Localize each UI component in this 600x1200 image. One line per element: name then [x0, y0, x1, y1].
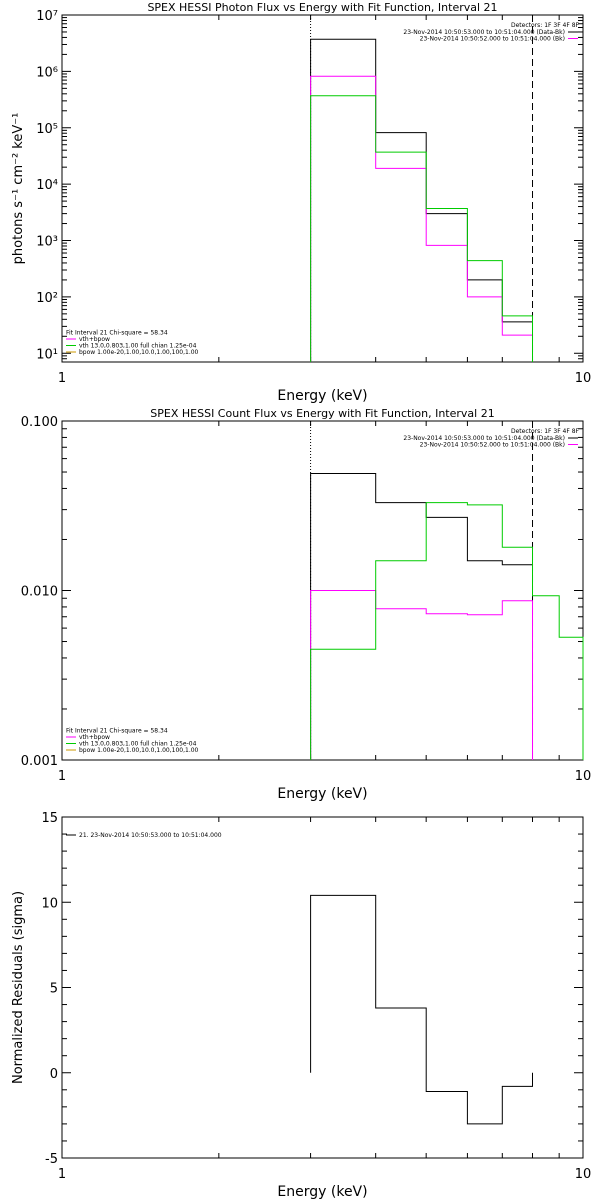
x-axis-label: Energy (keV): [277, 1184, 367, 1200]
legend-entry: vth 13.0,0.803,1.00 full chian 1.25e-04: [79, 741, 197, 748]
histogram-series-1: [310, 894, 533, 1125]
y-tick-label: 0.100: [21, 415, 58, 430]
y-tick-label: 0.001: [21, 754, 58, 769]
x-tick-label: 1: [58, 371, 66, 386]
x-tick-label: 1: [58, 1167, 66, 1182]
y-tick-label: 10⁶: [36, 65, 58, 80]
legend-entry: bpow 1.00e-20,1.00,10.0,1.00,100,1.00: [79, 349, 199, 356]
legend-entry: bpow 1.00e-20,1.00,10.0,1.00,100,1.00: [79, 747, 199, 754]
y-axis-label: Normalized Residuals (sigma): [11, 891, 26, 1084]
histogram-series-3: [310, 502, 584, 760]
y-axis-label: photons s⁻¹ cm⁻² keV⁻¹: [11, 113, 26, 265]
x-axis-label: Energy (keV): [277, 786, 367, 802]
legend-entry: vth 13.0,0.803,1.00 full chian 1.25e-04: [79, 343, 197, 350]
y-tick-label: 10²: [36, 291, 58, 306]
legend-entry: 21. 23-Nov-2014 10:50:53.000 to 10:51:04…: [79, 832, 222, 839]
chart-title: SPEX HESSI Count Flux vs Energy with Fit…: [150, 407, 494, 420]
y-tick-label: 5: [50, 982, 58, 997]
legend-entry: 23-Nov-2014 10:50:52.000 to 10:51:04.000…: [420, 442, 565, 449]
legend-header: Detectors: 1F 3F 4F 8F: [511, 428, 580, 435]
histogram-series-3: [310, 95, 533, 362]
legend-header: Fit Interval 21 Chi-square = 58.34: [66, 330, 168, 337]
x-tick-label: 10: [575, 371, 592, 386]
histogram-series-1: [310, 473, 533, 760]
legend-entry: 23-Nov-2014 10:50:52.000 to 10:51:04.000…: [420, 36, 565, 43]
legend-entry: vth+bpow: [79, 734, 110, 741]
y-tick-label: 0: [50, 1067, 58, 1082]
plot-panel-1: SPEX HESSI Photon Flux vs Energy with Fi…: [11, 1, 591, 404]
plot-frame: [61, 14, 584, 363]
y-tick-label: 10⁵: [36, 122, 58, 137]
x-tick-label: 10: [575, 1167, 592, 1182]
histogram-series-1: [310, 38, 533, 362]
y-tick-label: 10⁷: [36, 9, 58, 24]
x-tick-label: 1: [58, 769, 66, 784]
legend-header: Fit Interval 21 Chi-square = 58.34: [66, 728, 168, 735]
legend-entry: 23-Nov-2014 10:50:53.000 to 10:51:04.000…: [403, 435, 565, 442]
plot-panel-3: 1 10 -5 0 5 10 15 Energy (keV) Normalized Residu…: [11, 811, 591, 1200]
y-tick-label: 15: [41, 811, 58, 826]
y-tick-label: -5: [45, 1152, 58, 1167]
y-tick-label: 10: [41, 896, 58, 911]
legend-entry: vth+bpow: [79, 336, 110, 343]
plot-panel-2: SPEX HESSI Count Flux vs Energy with Fit…: [21, 407, 591, 802]
y-tick-label: 10⁴: [36, 178, 58, 193]
legend-entry: 23-Nov-2014 10:50:53.000 to 10:51:04.000…: [403, 29, 565, 36]
plot-frame: [61, 816, 584, 1159]
chart-title: SPEX HESSI Photon Flux vs Energy with Fi…: [147, 1, 497, 14]
x-axis-label: Energy (keV): [277, 388, 367, 404]
histogram-series-2: [310, 75, 533, 362]
y-tick-label: 10¹: [36, 347, 58, 362]
histogram-series-2: [310, 590, 533, 760]
y-tick-label: 10³: [36, 235, 58, 250]
x-tick-label: 10: [575, 769, 592, 784]
y-tick-label: 0.010: [21, 585, 58, 600]
legend-header: Detectors: 1F 3F 4F 8F: [511, 22, 580, 29]
